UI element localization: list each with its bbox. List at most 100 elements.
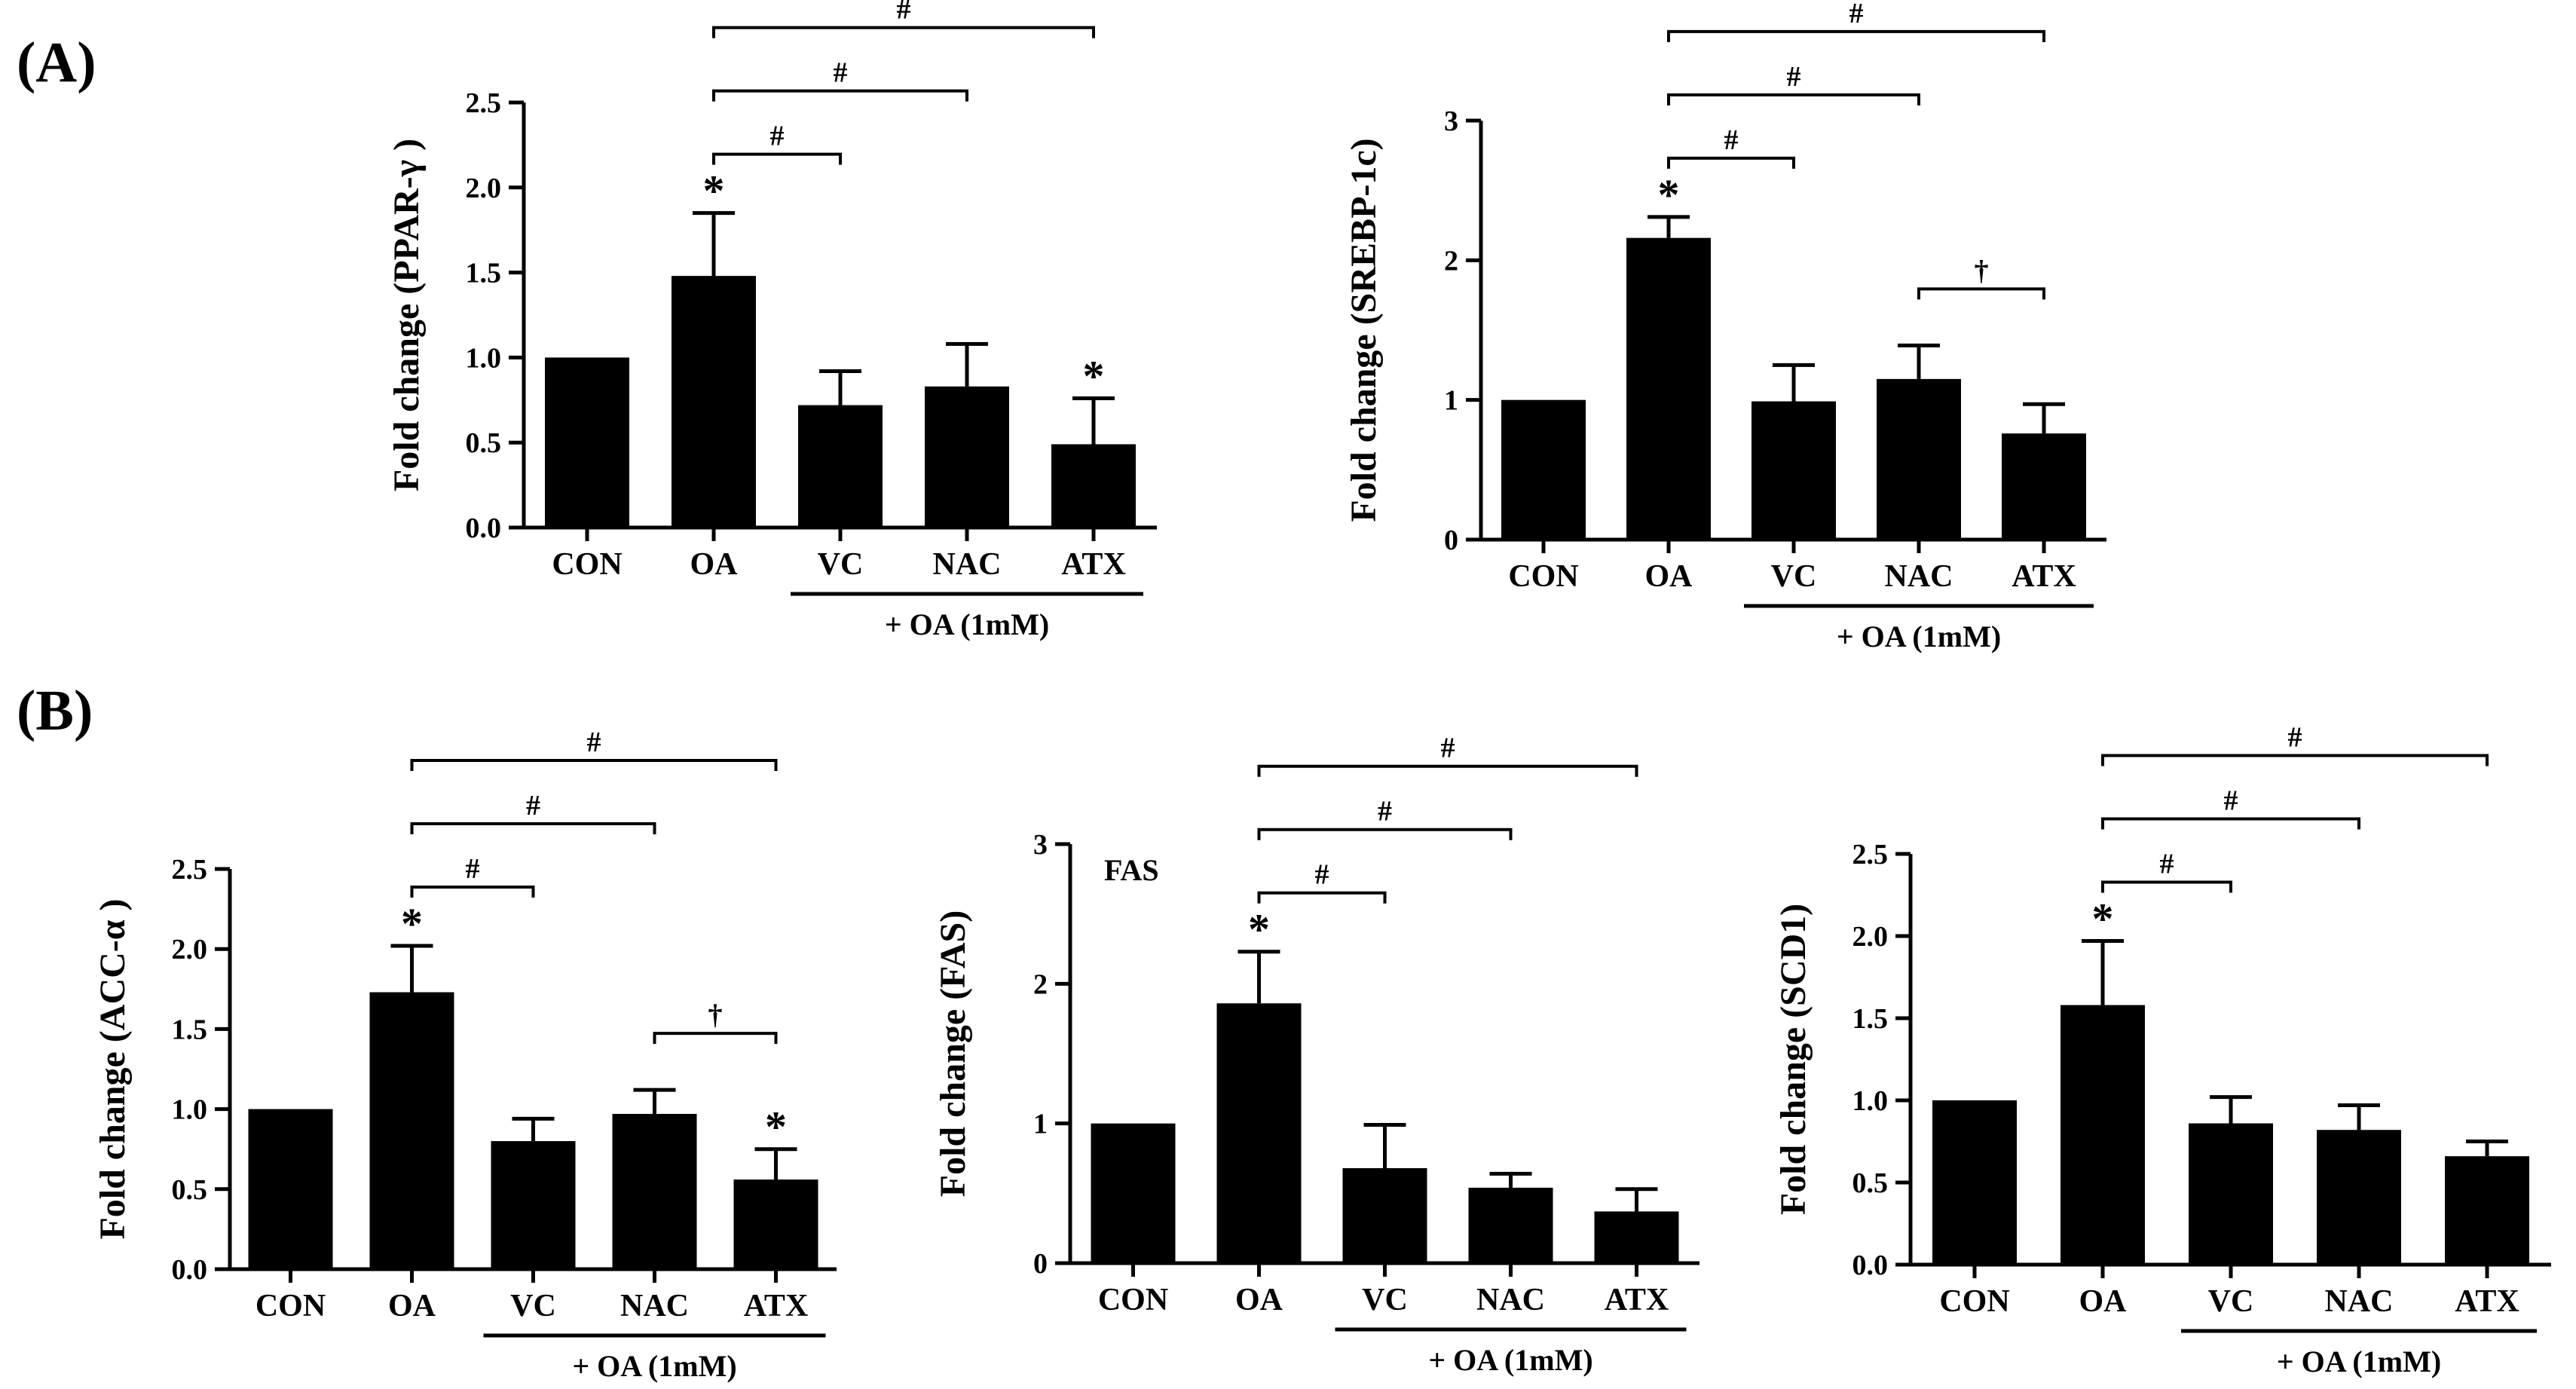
bar-vc — [2189, 1123, 2273, 1265]
y-tick-label: 2.0 — [172, 934, 208, 965]
chart-1: 0.0 0.5 1.0 1.5 2.0 2.5 Fold change (PPAR-γ ) C… — [387, 0, 1157, 641]
treatment-group-label: + OA (1mM) — [885, 607, 1049, 641]
comparison-bracket — [2101, 754, 2489, 766]
x-tick-label: CON — [1098, 1283, 1168, 1317]
chart-3: 0.0 0.5 1.0 1.5 2.0 2.5 Fold change (ACC-α ) CO… — [93, 727, 837, 1383]
bar-con — [1091, 1123, 1176, 1263]
significance-asterisk: * — [1083, 352, 1105, 401]
x-tick-label: VC — [818, 547, 864, 582]
comparison-bracket — [1667, 156, 1795, 169]
bar-nac — [925, 386, 1009, 528]
x-tick-label: ATX — [1605, 1283, 1669, 1317]
bar-nac — [1877, 378, 1961, 540]
y-tick-label: 2.5 — [172, 854, 208, 886]
inset-label: FAS — [1104, 853, 1159, 887]
y-tick-label: 0.5 — [1852, 1167, 1889, 1199]
y-tick-label: 2.0 — [466, 173, 502, 204]
treatment-group-label: + OA (1mM) — [572, 1349, 736, 1383]
comparison-symbol: # — [2224, 785, 2238, 817]
comparison-symbol: # — [1378, 796, 1392, 828]
comparison-symbol: † — [1975, 255, 1989, 286]
comparison-symbol: # — [897, 0, 911, 26]
x-tick-label: ATX — [1061, 547, 1126, 582]
comparison-symbol: # — [1787, 61, 1801, 93]
x-tick-label: CON — [1508, 559, 1578, 594]
treatment-group-label: + OA (1mM) — [1837, 620, 2001, 653]
panel-label-b: (B) — [17, 679, 93, 742]
bar-nac — [1468, 1187, 1553, 1263]
y-tick-label: 1.5 — [466, 258, 502, 289]
y-tick-label: 1.0 — [1852, 1085, 1889, 1117]
x-tick-label: ATX — [2012, 559, 2076, 594]
comparison-bracket — [410, 821, 656, 834]
x-tick-label: CON — [255, 1289, 326, 1323]
comparison-symbol: # — [834, 57, 848, 89]
y-tick-label: 0 — [1033, 1248, 1048, 1280]
bar-vc — [1342, 1167, 1427, 1263]
comparison-bracket — [1917, 287, 2045, 300]
y-tick-label: 1.0 — [466, 342, 502, 374]
comparison-bracket — [1257, 828, 1513, 840]
comparison-symbol: # — [587, 727, 601, 758]
bar-atx — [2445, 1156, 2529, 1265]
bar-oa — [369, 992, 454, 1269]
bar-oa — [672, 276, 756, 528]
y-tick-label: 1 — [1444, 385, 1458, 417]
y-tick-label: 2 — [1444, 245, 1458, 277]
y-tick-label: 0.5 — [466, 427, 502, 459]
comparison-bracket — [2101, 817, 2360, 830]
comparison-bracket — [712, 89, 968, 102]
x-tick-label: VC — [510, 1289, 556, 1323]
x-tick-label: NAC — [620, 1289, 689, 1323]
comparison-symbol: # — [2160, 849, 2174, 880]
y-tick-label: 2.5 — [1852, 839, 1889, 870]
y-tick-label: 0 — [1444, 525, 1458, 556]
panel-label-a: (A) — [17, 31, 96, 94]
chart-4: 0 1 2 3 Fold change (FAS) FAS CON OA VC NAC ATX + O… — [933, 733, 1699, 1377]
y-tick-label: 2.0 — [1852, 921, 1889, 953]
comparison-bracket — [1257, 891, 1387, 904]
y-tick-label: 1 — [1033, 1109, 1048, 1140]
bar-nac — [2317, 1130, 2401, 1265]
comparison-bracket — [1257, 764, 1638, 777]
comparison-symbol: # — [466, 853, 480, 885]
x-tick-label: OA — [1645, 559, 1693, 594]
x-tick-label: OA — [690, 547, 739, 582]
y-axis-title: Fold change (SREBP-1c) — [1344, 138, 1384, 522]
bar-con — [1932, 1100, 2017, 1265]
comparison-bracket — [712, 152, 842, 165]
x-tick-label: VC — [2208, 1284, 2254, 1319]
bar-atx — [733, 1179, 818, 1269]
x-tick-label: NAC — [933, 547, 1002, 582]
charts: 0.0 0.5 1.0 1.5 2.0 2.5 Fold change (PPAR-γ ) C… — [93, 0, 2551, 1383]
comparison-symbol: # — [2288, 722, 2302, 754]
x-tick-label: NAC — [2325, 1284, 2394, 1319]
bar-con — [545, 357, 629, 528]
bar-vc — [491, 1141, 576, 1269]
bar-oa — [2060, 1005, 2145, 1265]
comparison-bracket — [712, 26, 1095, 38]
comparison-symbol: # — [1849, 0, 1864, 29]
x-tick-label: VC — [1362, 1283, 1408, 1317]
comparison-symbol: # — [1724, 124, 1739, 156]
y-tick-label: 3 — [1444, 106, 1458, 137]
y-axis-title: Fold change (PPAR-γ ) — [387, 139, 427, 491]
x-tick-label: ATX — [744, 1289, 809, 1323]
comparison-bracket — [2101, 880, 2232, 893]
significance-asterisk: * — [703, 167, 725, 216]
y-tick-label: 0.0 — [1852, 1250, 1889, 1281]
comparison-symbol: # — [1315, 859, 1329, 891]
x-tick-label: CON — [552, 547, 622, 582]
x-tick-label: CON — [1939, 1284, 2009, 1319]
comparison-bracket — [410, 885, 535, 898]
y-tick-label: 2 — [1033, 968, 1048, 1000]
bar-atx — [2002, 433, 2086, 540]
significance-asterisk: * — [1248, 905, 1270, 954]
comparison-bracket — [410, 758, 778, 771]
bar-con — [248, 1109, 333, 1269]
y-tick-label: 1.5 — [1852, 1003, 1889, 1035]
y-axis-title: Fold change (ACC-α ) — [93, 898, 133, 1239]
chart-5: 0.0 0.5 1.0 1.5 2.0 2.5 Fold change (SCD1) CON O… — [1773, 722, 2551, 1378]
x-tick-label: NAC — [1885, 559, 1953, 594]
